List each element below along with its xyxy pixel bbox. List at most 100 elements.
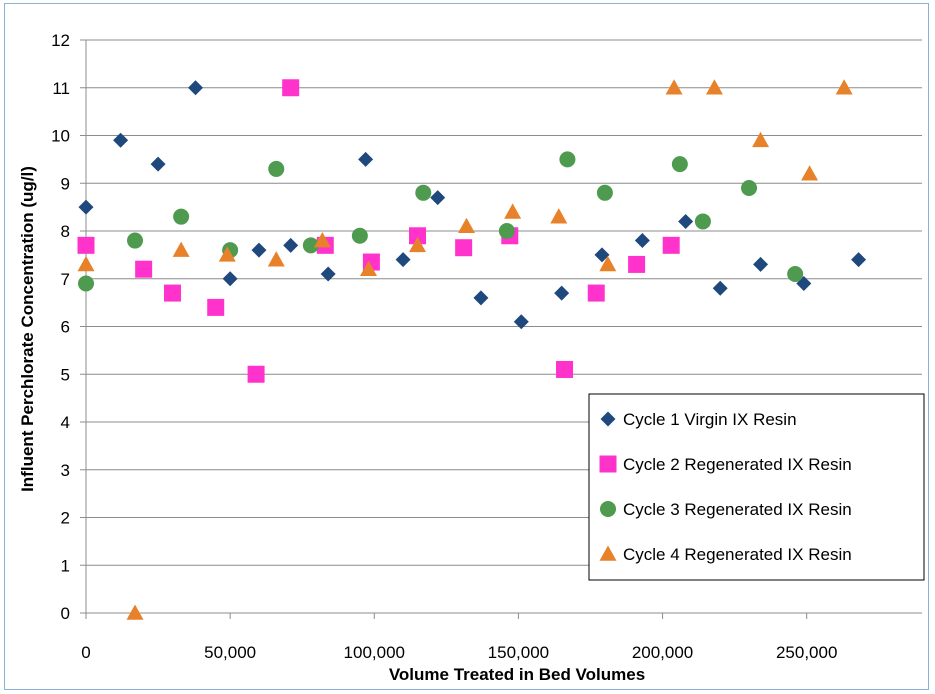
legend-marker-2 [599,455,617,473]
series-4-point [409,236,427,253]
y-tick-label: 11 [52,79,70,98]
x-tick-label: 150,000 [488,643,549,662]
x-tick-label: 50,000 [204,643,256,662]
series-1-point [78,199,94,215]
series-1-point [554,285,570,301]
series-1-point [851,252,867,268]
series-4-point [458,217,476,234]
series-1-point [358,151,374,167]
legend-label-1: Cycle 1 Virgin IX Resin [623,410,797,429]
series-1-point [753,256,769,272]
series-2-point [77,236,95,254]
series-4-point [665,79,683,95]
legend: Cycle 1 Virgin IX Resin Cycle 2 Regenerat… [588,393,925,581]
series-3-point [415,184,432,201]
series-1-point [113,132,129,148]
legend-marker-1 [600,411,616,427]
series-4-point [360,260,378,276]
series-1-point [188,80,204,96]
series-1-point [712,280,728,296]
legend-marker-4 [599,545,617,561]
series-4-point [218,246,236,262]
series-1-point [430,190,446,206]
y-tick-label: 0 [61,604,70,623]
series-2-point [556,360,574,378]
series-4-point [172,241,190,257]
series-3-point [787,265,804,282]
y-tick-label: 6 [61,318,70,337]
legend-marker-3 [600,501,616,517]
x-tick-label: 250,000 [776,643,837,662]
series-1-point [594,247,610,263]
series-2-point [662,236,680,254]
series-3-point [741,180,758,197]
series-2-point [163,284,181,302]
series-3-point [351,227,368,244]
series-2-point [409,227,427,245]
data-points [77,79,867,620]
series-3-point [173,208,190,225]
series-3-point [671,156,688,173]
series-4-point [801,165,819,181]
series-1-point [251,242,267,258]
y-tick-label: 10 [51,127,70,146]
series-3-point [596,184,613,201]
series-1-point [222,271,238,287]
series-3-point [498,223,515,239]
series-4-point [550,208,568,224]
y-tick-label: 8 [61,222,70,241]
x-tick-label: 100,000 [344,643,405,662]
series-2-point [247,365,265,383]
series-2-point [282,79,300,97]
series-4-point [126,604,144,620]
series-4-point [705,79,723,95]
legend-label-3: Cycle 3 Regenerated IX Resin [623,500,852,519]
series-1-point [283,237,299,253]
y-tick-label: 5 [61,365,70,384]
y-tick-label: 12 [51,31,70,50]
y-tick-label: 4 [61,413,70,432]
y-tick-label: 3 [61,461,70,480]
x-axis-title: Volume Treated in Bed Volumes [389,665,645,684]
series-1-point [513,314,529,330]
series-4-point [752,131,770,148]
x-tick-labels: 0 50,000 100,000 150,000 200,000 250,000 [81,643,837,662]
series-1-point [320,266,336,282]
series-1-point [473,290,489,306]
series-3-point [302,237,319,254]
series-3-point [694,213,711,230]
chart-frame: 0 1 2 3 4 5 6 7 8 9 10 11 12 0 50,000 100,000 150,000 20… [4,3,929,690]
series-4-point [835,79,853,95]
series-4-point [313,232,331,248]
series-2-point [455,239,473,257]
legend-label-2: Cycle 2 Regenerated IX Resin [623,455,852,474]
x-tick-label: 200,000 [632,643,693,662]
series-1-point [150,156,166,172]
legend-label-4: Cycle 4 Regenerated IX Resin [623,545,852,564]
y-tick-label: 7 [61,270,70,289]
series-1-point [634,233,650,249]
series-4-point [267,251,285,267]
series-4-point [504,203,522,219]
axes [80,39,922,619]
series-4-point [599,255,617,272]
legend-box [588,393,925,581]
series-2-point [207,298,225,316]
series-1-point [678,213,694,229]
y-axis-title: Influent Perchlorate Concentration (ug/l… [18,166,37,492]
series-3-point [127,232,144,249]
y-tick-label: 1 [61,556,70,575]
series-3-point [78,275,94,292]
series-4-point [77,255,95,272]
series-1-point [395,252,411,268]
series-3-point [268,160,285,177]
series-3-point [559,151,576,168]
series-2-point [628,255,646,273]
gridlines [86,39,922,566]
series-2-point [587,284,605,302]
y-tick-label: 2 [61,509,70,528]
y-tick-label: 9 [61,174,70,193]
x-tick-label: 0 [81,643,90,662]
